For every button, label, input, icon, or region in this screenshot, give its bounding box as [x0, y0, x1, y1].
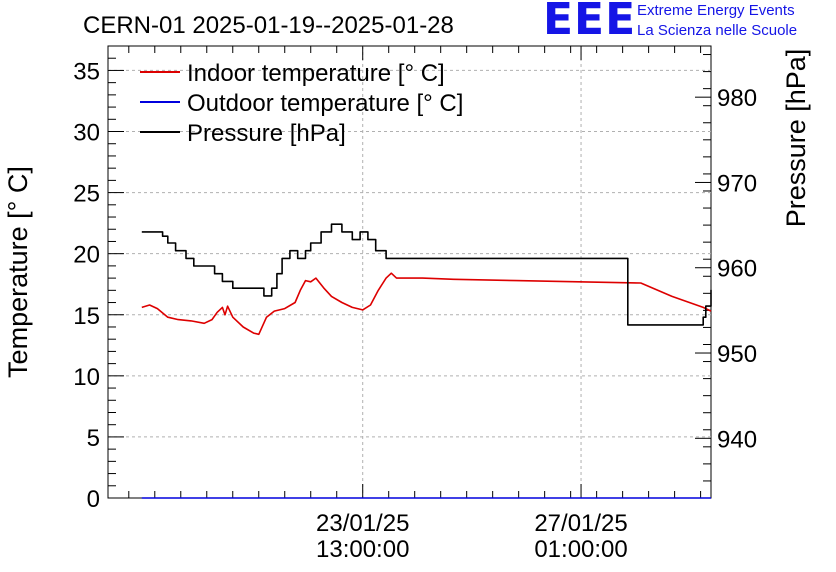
legend-label-2: Pressure [hPa] — [187, 120, 346, 147]
series-line-0 — [141, 272, 712, 336]
legend: Indoor temperature [° C] Outdoor temperat… — [140, 60, 463, 147]
y-tick-label: 15 — [73, 303, 100, 330]
y-tick-label: 0 — [87, 486, 100, 513]
legend-label-0: Indoor temperature [° C] — [187, 60, 445, 87]
y-tick-label: 10 — [73, 364, 100, 391]
y2-tick-label: 970 — [717, 170, 757, 197]
y-tick-label: 5 — [87, 425, 100, 452]
series-line-2 — [141, 223, 712, 326]
y2-tick-label: 980 — [717, 85, 757, 112]
x-tick-label-time: 01:00:00 — [534, 536, 627, 563]
y-tick-label: 35 — [73, 58, 100, 85]
y2-tick-label: 950 — [717, 341, 757, 368]
chart-title: CERN-01 2025-01-19--2025-01-28 — [83, 12, 454, 39]
x-tick-label-date: 23/01/25 — [316, 510, 409, 537]
y-tick-label: 25 — [73, 181, 100, 208]
legend-label-1: Outdoor temperature [° C] — [187, 90, 463, 117]
x-tick-label-date: 27/01/25 — [534, 510, 627, 537]
grid — [108, 46, 711, 498]
y2-axis-label: Pressure [hPa] — [781, 49, 811, 228]
y2-tick-label: 960 — [717, 256, 757, 283]
series-layer — [141, 223, 712, 499]
y-tick-label: 20 — [73, 242, 100, 269]
eee-logo-line1: Extreme Energy Events — [637, 2, 795, 19]
eee-logo-letters: EEE — [543, 0, 637, 45]
y2-tick-label: 940 — [717, 426, 757, 453]
eee-logo: EEE Extreme Energy Events La Scienza nel… — [543, 0, 833, 45]
x-tick-label-time: 13:00:00 — [316, 536, 409, 563]
y-axis-label: Temperature [° C] — [3, 166, 33, 378]
eee-logo-line2: La Scienza nelle Scuole — [637, 22, 798, 39]
y-tick-label: 30 — [73, 120, 100, 147]
axes: 0 5 10 15 20 25 30 35 940 950 960 970 980 23/01/2513:… — [73, 45, 757, 563]
